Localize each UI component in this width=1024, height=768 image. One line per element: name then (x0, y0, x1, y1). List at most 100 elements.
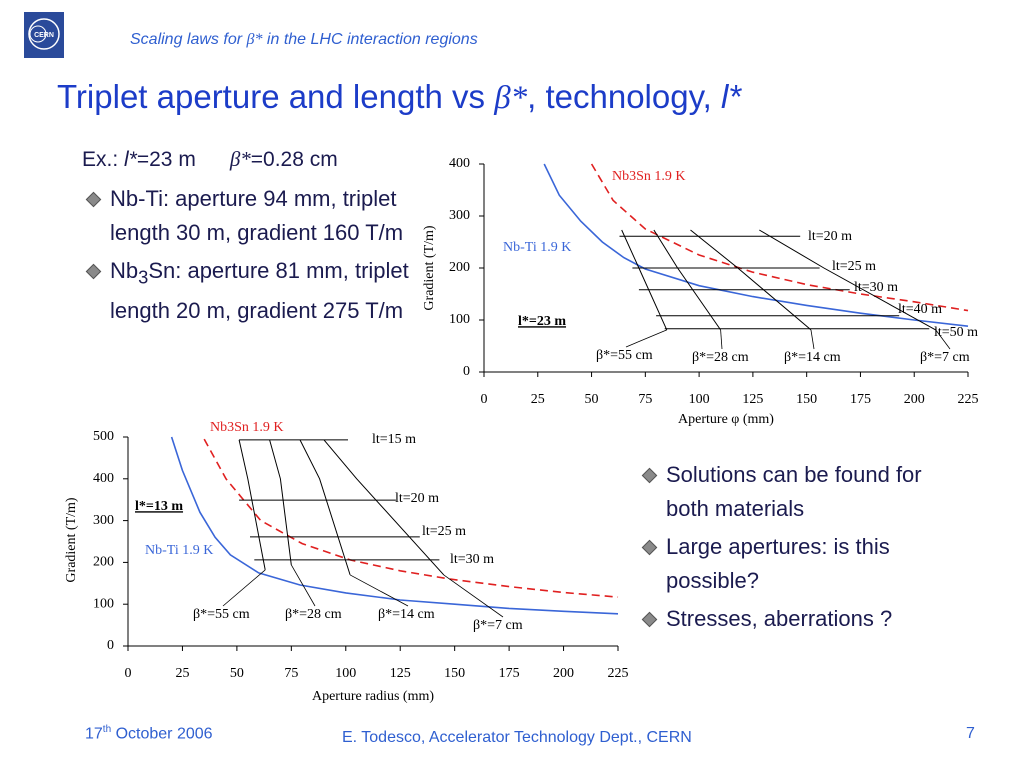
header-text: Scaling laws for (130, 31, 247, 48)
y-tick-label: 300 (93, 513, 114, 528)
example-text: Ex.: (82, 148, 125, 171)
right-bullets: Solutions can be found for both material… (640, 458, 965, 640)
series-label: lt=20 m (808, 229, 852, 244)
bullet: Solutions can be found for both material… (640, 458, 965, 526)
bullet: Stresses, aberrations ? (640, 602, 965, 636)
x-tick-label: 100 (335, 666, 356, 681)
pointer (935, 329, 951, 350)
pointer (349, 574, 409, 607)
title-text: β* (494, 80, 528, 116)
series-label: β*=7 cm (473, 618, 523, 633)
series-label: lt=40 m (898, 302, 942, 317)
x-tick-label: 225 (958, 392, 979, 407)
example-text: =0.28 cm (250, 148, 338, 171)
series-label: β*=55 cm (193, 607, 250, 622)
pointer (222, 569, 266, 607)
x-tick-label: 200 (904, 392, 925, 407)
bullet-text: Stresses, aberrations ? (666, 606, 893, 631)
example: Ex.: l*=23 m β*=0.28 cm (82, 147, 338, 172)
header-text: in the LHC interaction regions (262, 31, 478, 48)
series-line (653, 229, 722, 331)
series-label: β*=7 cm (920, 350, 970, 365)
series-line (759, 229, 936, 331)
bullet-text: Large apertures: is this possible? (666, 534, 890, 593)
title: Triplet aperture and length vs β*, techn… (57, 78, 741, 117)
x-tick-label: 175 (850, 392, 871, 407)
x-tick-label: 0 (125, 666, 132, 681)
y-tick-label: 400 (93, 471, 114, 486)
series-line (170, 436, 619, 615)
footer-date: 17th October 2006 (85, 724, 213, 743)
series-line (590, 163, 969, 312)
footer-text: 17 (85, 725, 103, 743)
x-tick-label: 50 (230, 666, 244, 681)
series-label: Nb3Sn 1.9 K (210, 420, 284, 435)
pointer (443, 574, 504, 618)
series-label: lt=20 m (395, 491, 439, 506)
y-axis-label: Gradient (T/m) (422, 225, 437, 310)
series-line (690, 229, 812, 331)
x-tick-label: 125 (390, 666, 411, 681)
bullet-text: Sn: aperture 81 mm, triplet length 20 m,… (110, 258, 409, 324)
header: Scaling laws for β* in the LHC interacti… (130, 31, 478, 49)
bullet-text: Nb (110, 258, 139, 283)
example-text: =23 m (136, 148, 196, 171)
title-text: l* (720, 78, 742, 115)
x-tick-label: 175 (499, 666, 520, 681)
annotation: l*=23 m (518, 314, 566, 329)
x-tick-label: 75 (638, 392, 652, 407)
x-tick-label: 50 (585, 392, 599, 407)
y-tick-label: 0 (107, 638, 114, 653)
pointer (720, 329, 723, 350)
series-label: β*=28 cm (285, 607, 342, 622)
logo-text: CERN (34, 32, 54, 39)
y-tick-label: 0 (463, 364, 470, 379)
series-line (621, 229, 668, 331)
bullet: Nb3Sn: aperture 81 mm, triplet length 20… (84, 254, 419, 328)
x-tick-label: 0 (481, 392, 488, 407)
y-tick-label: 200 (93, 555, 114, 570)
bullet: Nb-Ti: aperture 94 mm, triplet length 30… (84, 182, 419, 250)
footer-author: E. Todesco, Accelerator Technology Dept.… (342, 729, 692, 746)
bullet-text: Solutions can be found for both material… (666, 462, 922, 521)
x-tick-label: 225 (608, 666, 629, 681)
example-text: l* (124, 148, 137, 171)
pointer (625, 329, 667, 348)
series-line (323, 439, 445, 576)
x-axis-label: Aperture radius (mm) (312, 689, 434, 704)
title-text: , technology, (527, 78, 721, 115)
header-text: β* (246, 31, 263, 48)
bullet-text: Nb-Ti: aperture 94 mm, triplet length 30… (110, 186, 404, 245)
series-label: β*=14 cm (784, 350, 841, 365)
x-tick-label: 150 (444, 666, 465, 681)
series-label: lt=25 m (422, 524, 466, 539)
y-tick-label: 200 (449, 260, 470, 275)
series-label: lt=30 m (854, 280, 898, 295)
x-tick-label: 25 (175, 666, 189, 681)
x-tick-label: 125 (742, 392, 763, 407)
series-line (238, 439, 266, 570)
title-text: Triplet aperture and length vs (57, 78, 495, 115)
pointer (810, 329, 815, 350)
logo-ring (28, 18, 60, 50)
page-number: 7 (966, 725, 975, 742)
cern-logo: CERN (24, 12, 64, 58)
series-label: Nb3Sn 1.9 K (612, 169, 686, 184)
y-tick-label: 300 (449, 208, 470, 223)
series-label: Nb-Ti 1.9 K (145, 543, 213, 558)
x-tick-label: 200 (553, 666, 574, 681)
example-text: β* (229, 147, 251, 171)
x-tick-label: 150 (796, 392, 817, 407)
annotation: l*=13 m (135, 499, 183, 514)
y-tick-label: 100 (449, 312, 470, 327)
x-tick-label: 100 (689, 392, 710, 407)
x-axis-label: Aperture φ (mm) (678, 412, 774, 427)
footer-text: th (102, 724, 112, 735)
series-label: Nb-Ti 1.9 K (503, 240, 571, 255)
pointer (290, 564, 316, 607)
left-bullets: Nb-Ti: aperture 94 mm, triplet length 30… (84, 182, 419, 332)
series-label: lt=15 m (372, 432, 416, 447)
series-label: β*=28 cm (692, 350, 749, 365)
series-line (269, 439, 292, 565)
